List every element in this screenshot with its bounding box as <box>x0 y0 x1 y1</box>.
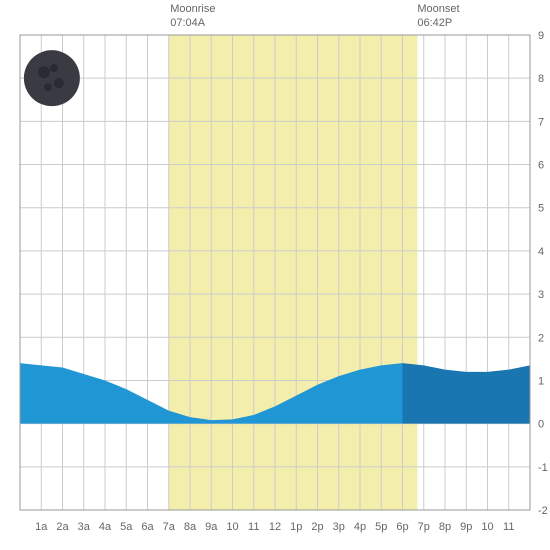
svg-text:1p: 1p <box>290 521 302 533</box>
moonset-label: Moonset 06:42P <box>417 2 459 31</box>
svg-text:8: 8 <box>538 73 544 85</box>
svg-text:9p: 9p <box>460 521 472 533</box>
svg-text:5a: 5a <box>120 521 133 533</box>
svg-text:9: 9 <box>538 30 544 42</box>
svg-text:5p: 5p <box>375 521 387 533</box>
svg-text:2p: 2p <box>311 521 323 533</box>
svg-text:10: 10 <box>226 521 238 533</box>
svg-text:6p: 6p <box>396 521 408 533</box>
svg-text:4a: 4a <box>99 521 112 533</box>
svg-text:11: 11 <box>248 521 259 533</box>
svg-text:7: 7 <box>538 116 544 128</box>
svg-text:4: 4 <box>538 246 544 258</box>
svg-text:11: 11 <box>503 521 514 533</box>
svg-text:-1: -1 <box>538 462 548 474</box>
svg-text:2: 2 <box>538 332 544 344</box>
moonrise-text: Moonrise <box>170 3 215 15</box>
svg-text:1: 1 <box>538 375 544 387</box>
svg-text:9a: 9a <box>205 521 218 533</box>
svg-text:3p: 3p <box>333 521 345 533</box>
svg-text:-2: -2 <box>538 505 548 517</box>
moonset-time: 06:42P <box>417 17 452 29</box>
moonrise-label: Moonrise 07:04A <box>170 2 215 31</box>
svg-text:4p: 4p <box>354 521 366 533</box>
moonset-text: Moonset <box>417 3 459 15</box>
svg-text:6: 6 <box>538 160 544 172</box>
svg-text:12: 12 <box>269 521 281 533</box>
svg-text:2a: 2a <box>56 521 69 533</box>
svg-text:8p: 8p <box>439 521 451 533</box>
svg-text:3: 3 <box>538 289 544 301</box>
svg-text:8a: 8a <box>184 521 197 533</box>
svg-text:5: 5 <box>538 203 544 215</box>
svg-text:3a: 3a <box>78 521 91 533</box>
tide-chart: Moonrise 07:04A Moonset 06:42P -2-101234… <box>0 0 550 550</box>
svg-text:10: 10 <box>481 521 493 533</box>
svg-text:1a: 1a <box>35 521 48 533</box>
svg-text:0: 0 <box>538 419 544 431</box>
svg-text:7a: 7a <box>163 521 176 533</box>
svg-text:7p: 7p <box>418 521 430 533</box>
svg-text:6a: 6a <box>141 521 154 533</box>
chart-canvas: -2-101234567891a2a3a4a5a6a7a8a9a1011121p… <box>0 0 550 550</box>
moonrise-time: 07:04A <box>170 17 205 29</box>
